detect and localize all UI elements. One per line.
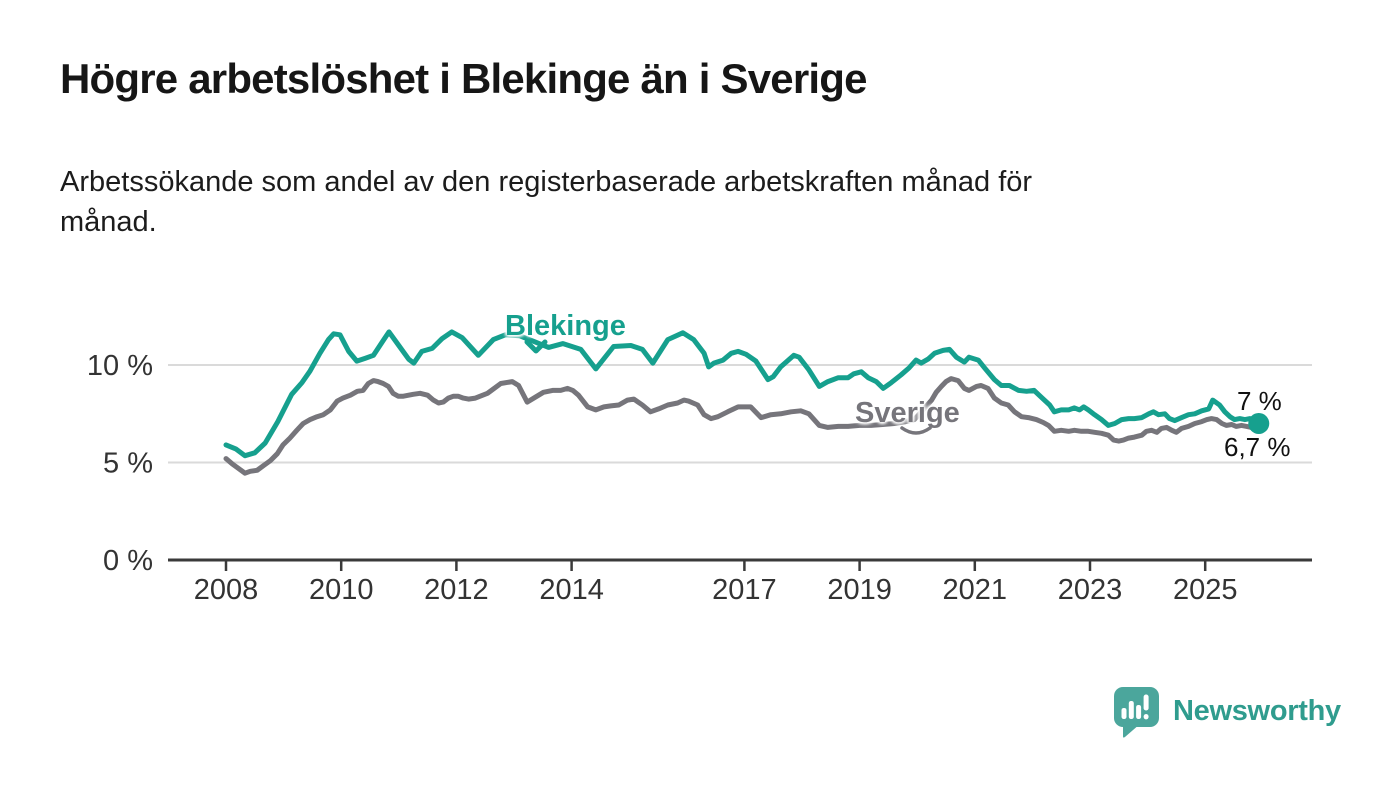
newsworthy-logo: Newsworthy [1113,686,1341,740]
chevron-down-icon [524,339,548,354]
chart-subtitle: Arbetssökande som andel av den registerb… [60,166,1033,238]
x-tick-label: 2025 [1173,574,1238,606]
value-label-sverige: 6,7 % [1224,432,1291,462]
x-tick-label: 2021 [943,574,1008,606]
newsworthy-bubble-chart-icon [1114,687,1159,738]
series-label-sverige: Sverige [855,397,960,429]
y-tick-label: 5 % [103,448,153,480]
x-tick-label: 2012 [424,574,489,606]
value-label-blekinge: 7 % [1237,386,1282,416]
end-point-dot [1248,413,1270,434]
chart-title: Högre arbetslöshet i Blekinge än i Sveri… [60,55,867,102]
curve-down-icon [900,426,932,435]
x-tick-label: 2019 [827,574,892,606]
y-tick-label: 10 % [87,350,153,382]
x-tick-label: 2017 [712,574,777,606]
x-tick-label: 2014 [539,574,604,606]
series-label-blekinge: Blekinge [505,310,626,342]
y-tick-label: 0 % [103,545,153,577]
newsworthy-wordmark: Newsworthy [1173,694,1341,727]
series-line-sverige [223,376,1259,476]
x-tick-label: 2023 [1058,574,1123,606]
x-tick-label: 2008 [194,574,259,606]
series-line-blekinge [223,329,1262,459]
x-tick-label: 2010 [309,574,374,606]
